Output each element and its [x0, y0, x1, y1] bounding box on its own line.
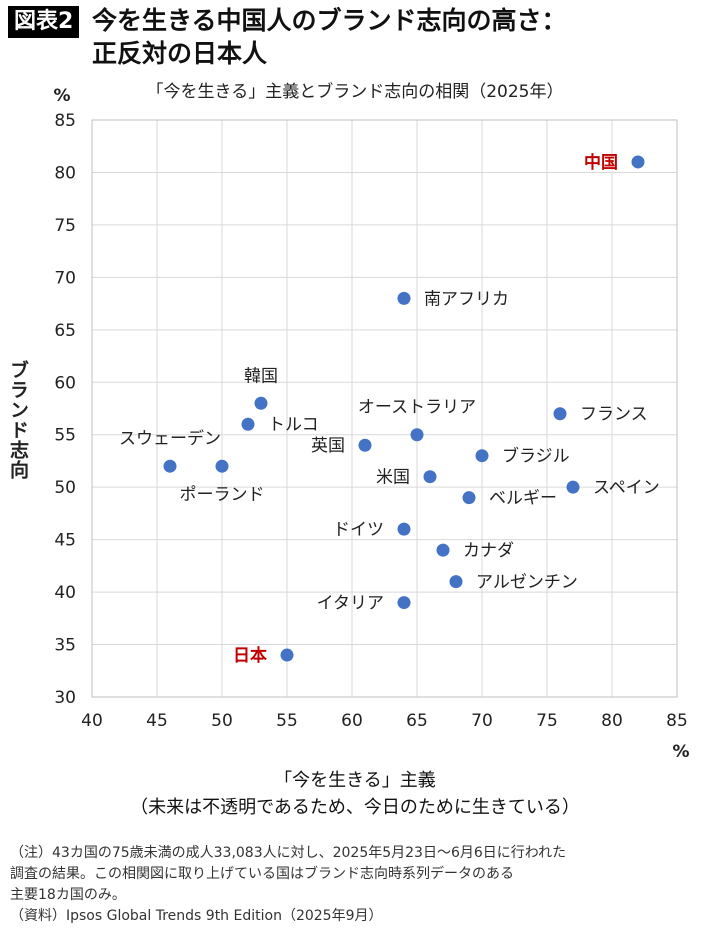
data-point: [397, 291, 411, 305]
footnote-line-3: 主要18カ国のみ。: [10, 887, 126, 903]
x-axis-title-line-2: （未来は不透明であるため、今日のために生きている）: [130, 797, 580, 818]
point-label: ブラジル: [502, 446, 570, 467]
y-tick-label: 50: [54, 478, 76, 498]
y-tick-label: 80: [54, 163, 76, 183]
x-tick-label: 85: [666, 711, 688, 731]
x-axis-title-line-1: 「今を生きる」主義: [274, 770, 436, 791]
scatter-chart: 40 45 50 55 60 65 70 75 80 85 30 35 40 45 50 55 60 65 70 75…: [7, 86, 690, 762]
x-tick-label: 40: [81, 711, 103, 731]
point-label: フランス: [580, 405, 648, 425]
point-label: 韓国: [244, 366, 278, 386]
data-point: [423, 470, 437, 484]
data-point: [241, 417, 255, 431]
chart-title: 今を生きる中国人のブランド志向の高さ： 正反対の日本人: [92, 4, 692, 70]
chart-title-line-2: 正反対の日本人: [92, 39, 268, 68]
data-point: [449, 575, 463, 589]
point-label: 日本: [233, 645, 267, 666]
data-point: [358, 438, 372, 452]
figure-label: 図表2: [8, 6, 80, 38]
point-label: カナダ: [463, 541, 514, 561]
data-point: [215, 459, 229, 473]
data-point: [566, 480, 580, 494]
x-tick-label: 50: [211, 711, 233, 731]
point-label: ドイツ: [333, 520, 384, 540]
x-tick-label: 65: [406, 711, 428, 731]
y-unit-label: %: [53, 86, 70, 106]
y-tick-label: 85: [54, 111, 76, 131]
x-axis-title: 「今を生きる」主義 （未来は不透明であるため、今日のために生きている）: [0, 767, 710, 821]
x-tick-label: 60: [341, 711, 363, 731]
point-label: アルゼンチン: [476, 573, 578, 593]
y-tick-label: 70: [54, 268, 76, 288]
data-point: [475, 449, 489, 463]
point-label: トルコ: [268, 415, 319, 435]
point-label: イタリア: [317, 594, 384, 614]
plot-frame: [91, 119, 678, 698]
data-point: [254, 396, 268, 410]
y-tick-label: 65: [54, 321, 76, 341]
data-point: [410, 428, 424, 442]
chart-title-line-1: 今を生きる中国人のブランド志向の高さ：: [92, 6, 567, 35]
data-point: [163, 459, 177, 473]
point-label: オーストラリア: [358, 398, 476, 418]
x-tick-label: 80: [601, 711, 623, 731]
data-point: [397, 596, 411, 610]
x-unit-label: %: [672, 742, 689, 762]
point-label: スペイン: [593, 478, 660, 498]
data-point: [462, 491, 476, 505]
x-tick-label: 70: [471, 711, 493, 731]
point-label: ポーランド: [180, 485, 265, 505]
x-tick-label: 55: [276, 711, 298, 731]
y-tick-label: 45: [54, 531, 76, 551]
data-point: [280, 648, 294, 662]
source-note: （資料）Ipsos Global Trends 9th Edition（2025…: [10, 908, 383, 924]
point-label: スウェーデン: [119, 428, 221, 449]
data-point: [631, 155, 645, 169]
footnotes: （注）43カ国の75歳未満の成人33,083人に対し、2025年5月23日～6月…: [10, 843, 700, 927]
x-tick-label: 45: [146, 711, 168, 731]
x-tick-label: 75: [536, 711, 558, 731]
y-tick-label: 55: [54, 426, 76, 446]
point-label: 英国: [311, 436, 345, 456]
y-tick-label: 30: [54, 688, 76, 708]
y-axis-title: ブランド志向: [7, 359, 29, 480]
data-point: [553, 407, 567, 421]
y-tick-label: 75: [54, 216, 76, 236]
chart-subtitle: 「今を生きる」主義とブランド志向の相関（2025年）: [146, 82, 564, 102]
y-tick-label: 35: [54, 636, 76, 656]
point-label: 中国: [584, 152, 618, 173]
point-label: 南アフリカ: [424, 289, 509, 309]
footnote-line-2: 調査の結果。この相関図に取り上げている国はブランド志向時系列データのある: [10, 866, 514, 882]
y-tick-label: 40: [54, 583, 76, 603]
y-tick-label: 60: [54, 373, 76, 393]
data-point: [397, 522, 411, 536]
footnote-line-1: （注）43カ国の75歳未満の成人33,083人に対し、2025年5月23日～6月…: [10, 845, 567, 861]
point-label: ベルギー: [489, 489, 557, 509]
point-label: 米国: [376, 468, 410, 488]
data-point: [436, 543, 450, 557]
